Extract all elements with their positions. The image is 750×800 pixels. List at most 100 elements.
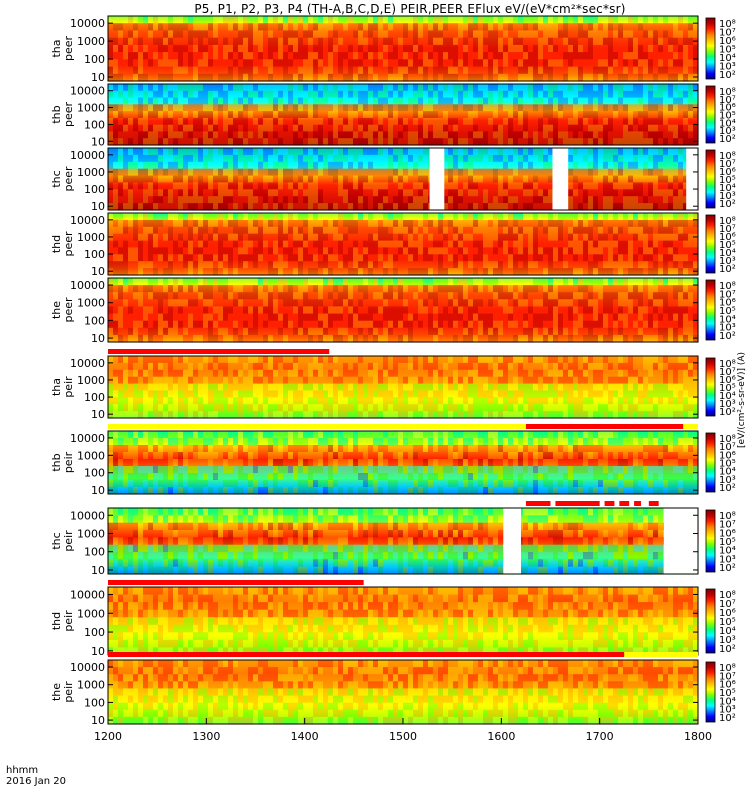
- y-tick-label: 1000: [77, 35, 105, 48]
- panel-thd-peer: 10000 1000 100 10 thd peer 10⁸10⁷10⁶10⁵10⁴10³1…: [50, 212, 736, 278]
- colorbar-tick-label: 10⁸: [719, 590, 736, 601]
- panel-tha-peer: 10000 1000 100 10 tha peer 10⁸10⁷10⁶10⁵10⁴10³1…: [50, 15, 736, 84]
- y-tick-label: 10: [91, 332, 105, 345]
- colorbar-tick-label: 10⁴: [719, 696, 736, 707]
- colorbar-tick-label: 10⁴: [719, 626, 736, 637]
- colorbar-tick-label: 10⁴: [719, 248, 736, 259]
- y-tick-label: 1000: [77, 527, 105, 540]
- colorbar: [705, 149, 716, 209]
- colorbar-tick-label: 10⁶: [719, 298, 736, 309]
- panel-tha-peir: 10000 1000 100 10 tha peir 10⁸10⁷10⁶10⁵10⁴10³1…: [50, 355, 736, 421]
- colorbar-tick-label: 10³: [719, 705, 736, 716]
- quality-flag-segment: [648, 501, 659, 506]
- data-gap: [686, 148, 698, 210]
- panel-product-label: peir: [62, 681, 75, 703]
- panel-product-label: peer: [62, 297, 75, 323]
- panel-frame: [107, 212, 699, 276]
- time-axis-caption: hhmm 2016 Jan 20: [6, 765, 66, 787]
- y-tick-label: 1000: [77, 679, 105, 692]
- panel-probe-label: the: [50, 301, 63, 319]
- colorbar-tick-label: 10²: [719, 134, 736, 145]
- colorbar: [705, 357, 716, 417]
- y-tick-label: 10: [91, 564, 105, 577]
- colorbar-tick-label: 10⁵: [719, 45, 736, 56]
- data-gap: [503, 508, 521, 574]
- y-tick-label: 1000: [77, 374, 105, 387]
- colorbar-tick-label: 10⁴: [719, 391, 736, 402]
- y-tick-label: 10000: [70, 432, 105, 445]
- data-gap: [552, 148, 569, 210]
- panel-frame: [107, 430, 699, 495]
- colorbar: [705, 17, 716, 80]
- colorbar-tick-label: 10⁵: [719, 306, 736, 317]
- panel-frame: [107, 507, 699, 575]
- colorbar-tick-label: 10⁶: [719, 528, 736, 539]
- colorbar-tick-label: 10⁵: [719, 537, 736, 548]
- quality-flag-segment: [525, 501, 551, 506]
- panel-the-peir: 10000 1000 100 10 the peir 10⁸10⁷10⁶10⁵10⁴10³1…: [50, 659, 736, 727]
- colorbar-tick-label: 10⁶: [719, 680, 736, 691]
- colorbar-tick-label: 10⁷: [719, 28, 736, 39]
- panel-probe-label: thd: [50, 612, 63, 630]
- colorbar-tick-label: 10⁵: [719, 175, 736, 186]
- y-tick-label: 10000: [70, 509, 105, 522]
- y-tick-label: 1000: [77, 166, 105, 179]
- y-tick-label: 10: [91, 645, 105, 658]
- colorbar: [705, 214, 716, 274]
- colorbar: [705, 661, 716, 723]
- panel-thd-peir: 10000 1000 100 10 thd peir 10⁸10⁷10⁶10⁵10⁴10³1…: [50, 586, 736, 658]
- colorbar-tick-label: 10⁷: [719, 520, 736, 531]
- colorbar-tick-label: 10²: [719, 70, 736, 81]
- x-tick-label: 1400: [291, 730, 319, 743]
- panel-thc-peir: 10000 1000 100 10 thc peir 10⁸10⁷10⁶10⁵10⁴10³1…: [50, 507, 736, 577]
- y-tick-label: 1000: [77, 297, 105, 310]
- panel-frame: [107, 83, 699, 146]
- y-tick-label: 10: [91, 265, 105, 278]
- y-tick-label: 1000: [77, 607, 105, 620]
- y-tick-label: 100: [84, 248, 105, 261]
- y-tick-label: 100: [84, 314, 105, 327]
- date-label: 2016 Jan 20: [6, 776, 66, 787]
- colorbar-tick-label: 10⁸: [719, 434, 736, 445]
- colorbar-tick-label: 10⁶: [719, 608, 736, 619]
- colorbar-tick-label: 10⁷: [719, 367, 736, 378]
- panel-frame: [107, 147, 699, 211]
- data-gap: [429, 148, 445, 210]
- colorbar-tick-label: 10²: [719, 407, 736, 418]
- y-tick-label: 1000: [77, 449, 105, 462]
- colorbar-tick-label: 10²: [719, 331, 736, 342]
- colorbar-tick-label: 10⁷: [719, 95, 736, 106]
- y-tick-label: 10000: [70, 588, 105, 601]
- y-tick-label: 100: [84, 546, 105, 559]
- panel-thb-peer: 10000 1000 100 10 thb peer 10⁸10⁷10⁶10⁵10⁴10³1…: [50, 83, 736, 148]
- panel-probe-label: tha: [50, 39, 63, 57]
- colorbar-tick-label: 10⁸: [719, 359, 736, 370]
- colorbar-tick-label: 10⁵: [719, 459, 736, 470]
- spectrogram-cells: [108, 431, 699, 495]
- spectrogram-cells: [108, 660, 699, 725]
- colorbar-tick-label: 10⁷: [719, 671, 736, 682]
- quality-flag-segment: [624, 652, 698, 657]
- y-tick-label: 1000: [77, 231, 105, 244]
- y-tick-label: 100: [84, 391, 105, 404]
- y-tick-label: 10: [91, 484, 105, 497]
- colorbar-tick-label: 10⁴: [719, 53, 736, 64]
- colorbar-tick-label: 10⁴: [719, 183, 736, 194]
- colorbar: [705, 432, 716, 493]
- panel-frame: [107, 15, 699, 82]
- colorbar-tick-label: 10⁵: [719, 111, 736, 122]
- panel-product-label: peir: [62, 610, 75, 632]
- colorbar-tick-label: 10⁸: [719, 151, 736, 162]
- y-tick-label: 10000: [70, 357, 105, 370]
- colorbar-tick-label: 10⁶: [719, 232, 736, 243]
- colorbar-tick-label: 10⁴: [719, 118, 736, 129]
- panel-thb-peir: 10000 1000 100 10 thb peir 10⁸10⁷10⁶10⁵10⁴10³1…: [50, 430, 736, 497]
- y-tick-label: 10: [91, 714, 105, 727]
- chart-title: P5, P1, P2, P3, P4 (TH-A,B,C,D,E) PEIR,P…: [194, 2, 626, 16]
- colorbar-tick-label: 10²: [719, 199, 736, 210]
- panel-probe-label: thb: [50, 105, 63, 123]
- spectrogram-cells: [108, 587, 699, 656]
- colorbar-tick-label: 10⁵: [719, 383, 736, 394]
- colorbar-tick-label: 10³: [719, 399, 736, 410]
